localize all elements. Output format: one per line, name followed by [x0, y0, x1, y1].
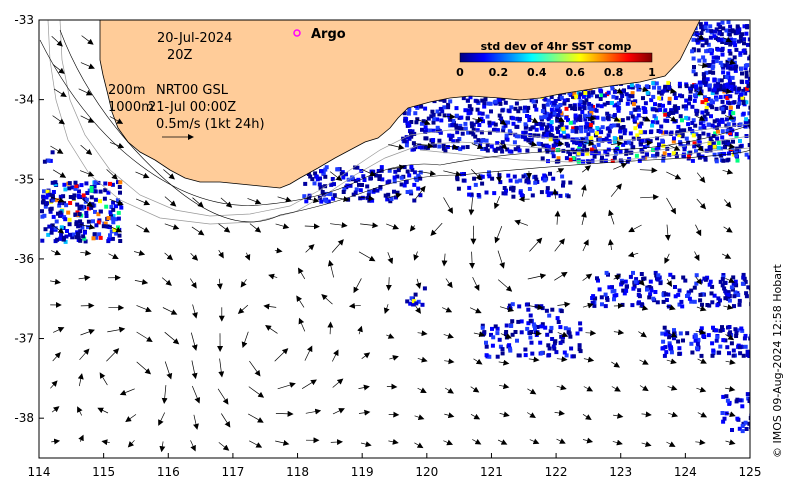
colorbar-title: std dev of 4hr SST comp: [481, 40, 632, 53]
plot-frame: [38, 19, 751, 459]
x-tick-label: 117: [221, 465, 244, 479]
colorbar-tick-label: 1: [648, 66, 656, 79]
x-tick-label: 121: [480, 465, 503, 479]
x-tick-label: 118: [286, 465, 309, 479]
current-vectors: [39, 29, 750, 453]
time-label: 20Z: [167, 48, 193, 63]
contour-200-label: 200m: [108, 83, 145, 98]
y-tick-label: -35: [14, 172, 34, 186]
colorbar-tick-label: 0.2: [489, 66, 509, 79]
x-tick-label: 116: [157, 465, 180, 479]
product-label: NRT00 GSL: [156, 83, 229, 98]
x-tick-label: 120: [415, 465, 438, 479]
x-tick-label: 124: [674, 465, 697, 479]
x-tick-label: 122: [545, 465, 568, 479]
contour-1000-label: 1000m: [108, 100, 154, 115]
y-tick-label: -36: [14, 252, 34, 266]
y-axis: -33 -34 -35 -36 -37 -38: [14, 13, 44, 425]
colorbar-tick-label: 0.4: [527, 66, 547, 79]
scale-label: 0.5m/s (1kt 24h): [156, 117, 265, 132]
product-time-label: 21-Jul 00:00Z: [148, 100, 236, 115]
colorbar-tick-label: 0: [456, 66, 464, 79]
x-tick-label: 119: [351, 465, 374, 479]
argo-label: Argo: [311, 27, 346, 42]
bathymetry-contours: [47, 20, 750, 225]
x-tick-label: 123: [609, 465, 632, 479]
x-tick-label: 114: [28, 465, 51, 479]
credit-label: © IMOS 09-Aug-2024 12:58 Hobart: [771, 264, 784, 458]
date-label: 20-Jul-2024: [157, 31, 232, 46]
y-tick-label: -33: [14, 13, 34, 27]
x-tick-label: 115: [92, 465, 115, 479]
colorbar: [459, 52, 653, 63]
x-axis: 114 115 116 117 118 119 120 121 122 123 124 125: [28, 453, 762, 479]
colorbar-ticks: 0 0.2 0.4 0.6 0.8 1: [456, 66, 656, 79]
argo-marker: [293, 29, 301, 37]
y-tick-label: -34: [14, 93, 34, 107]
colorbar-tick-label: 0.6: [565, 66, 585, 79]
y-tick-label: -38: [14, 411, 34, 425]
colorbar-tick-label: 0.8: [604, 66, 624, 79]
y-tick-label: -37: [14, 332, 34, 346]
x-tick-label: 125: [739, 465, 762, 479]
